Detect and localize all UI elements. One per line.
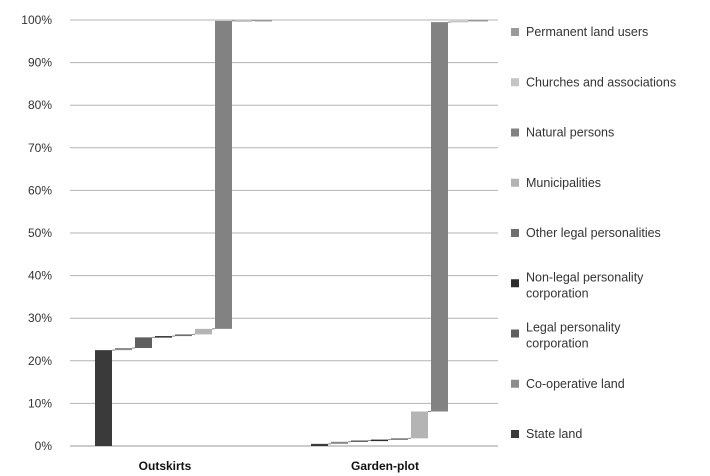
legend-item: Other legal personalities bbox=[511, 226, 661, 240]
y-axis-tick-labels: 0% 10% 20% 30% 40% 50% 60% 70% 80% 90% 100% bbox=[21, 13, 52, 453]
legend-label: State land bbox=[526, 427, 582, 441]
bar-segment bbox=[351, 440, 368, 442]
legend-item: Municipalities bbox=[511, 176, 601, 190]
y-tick-label: 20% bbox=[28, 354, 52, 368]
legend-item: Co-operative land bbox=[511, 377, 625, 391]
legend-swatch bbox=[511, 28, 519, 36]
y-tick-label: 50% bbox=[28, 226, 52, 240]
y-tick-label: 100% bbox=[21, 13, 52, 27]
bar-segment bbox=[215, 20, 232, 329]
legend-item: Churches and associations bbox=[511, 75, 676, 89]
y-tick-label: 40% bbox=[28, 269, 52, 283]
legend-item: Legal personality corporation bbox=[511, 321, 621, 351]
bar-segment bbox=[411, 411, 428, 439]
bar-segment bbox=[115, 348, 132, 351]
legend-swatch bbox=[511, 329, 519, 338]
gridlines bbox=[70, 19, 498, 447]
legend-label: Municipalities bbox=[526, 176, 601, 190]
y-tick-label: 30% bbox=[28, 311, 52, 325]
y-tick-label: 0% bbox=[35, 439, 53, 453]
legend-label: Co-operative land bbox=[526, 377, 625, 391]
legend-item: State land bbox=[511, 427, 582, 441]
legend-item: Natural persons bbox=[511, 126, 614, 140]
legend-label: Legal personality corporation bbox=[526, 321, 621, 351]
legend-label: Churches and associations bbox=[526, 75, 676, 89]
legend-swatch bbox=[511, 178, 519, 187]
x-category-label: Garden-plot bbox=[351, 459, 419, 473]
legend-item: Permanent land users bbox=[511, 25, 648, 39]
bar-segment bbox=[195, 328, 212, 335]
y-tick-label: 10% bbox=[28, 396, 52, 410]
bar-segment bbox=[331, 441, 348, 444]
y-tick-label: 70% bbox=[28, 141, 52, 155]
legend-swatch bbox=[511, 430, 519, 438]
legend-swatch bbox=[511, 379, 519, 388]
legend-label: Non-legal personality corporation bbox=[526, 270, 644, 300]
y-tick-label: 90% bbox=[28, 56, 52, 70]
bar-segment bbox=[471, 20, 488, 22]
legend-swatch bbox=[511, 78, 519, 87]
bar-segment bbox=[431, 22, 448, 412]
legend: Permanent land users Churches and associa… bbox=[511, 25, 676, 441]
legend-item: Non-legal personality corporation bbox=[511, 270, 644, 300]
bar-segments bbox=[95, 19, 488, 446]
bar-segment bbox=[235, 20, 252, 22]
bar-segment bbox=[255, 20, 272, 22]
legend-swatch bbox=[511, 279, 519, 288]
bar-segment bbox=[371, 439, 388, 442]
y-tick-label: 60% bbox=[28, 183, 52, 197]
bar-segment bbox=[95, 350, 112, 446]
x-category-label: Outskirts bbox=[139, 459, 192, 473]
legend-label: Other legal personalities bbox=[526, 226, 661, 240]
y-tick-label: 80% bbox=[28, 98, 52, 112]
bar-segment bbox=[311, 443, 328, 446]
bar-segment bbox=[155, 336, 172, 338]
legend-swatch bbox=[511, 128, 519, 137]
legend-swatch bbox=[511, 229, 519, 237]
x-axis-category-labels: Outskirts Garden-plot bbox=[139, 459, 419, 473]
bar-segment bbox=[175, 334, 192, 337]
bar-segment bbox=[451, 20, 468, 23]
legend-label: Permanent land users bbox=[526, 25, 648, 39]
bar-segment bbox=[135, 337, 152, 349]
bar-segment bbox=[391, 438, 408, 440]
legend-label: Natural persons bbox=[526, 126, 614, 140]
